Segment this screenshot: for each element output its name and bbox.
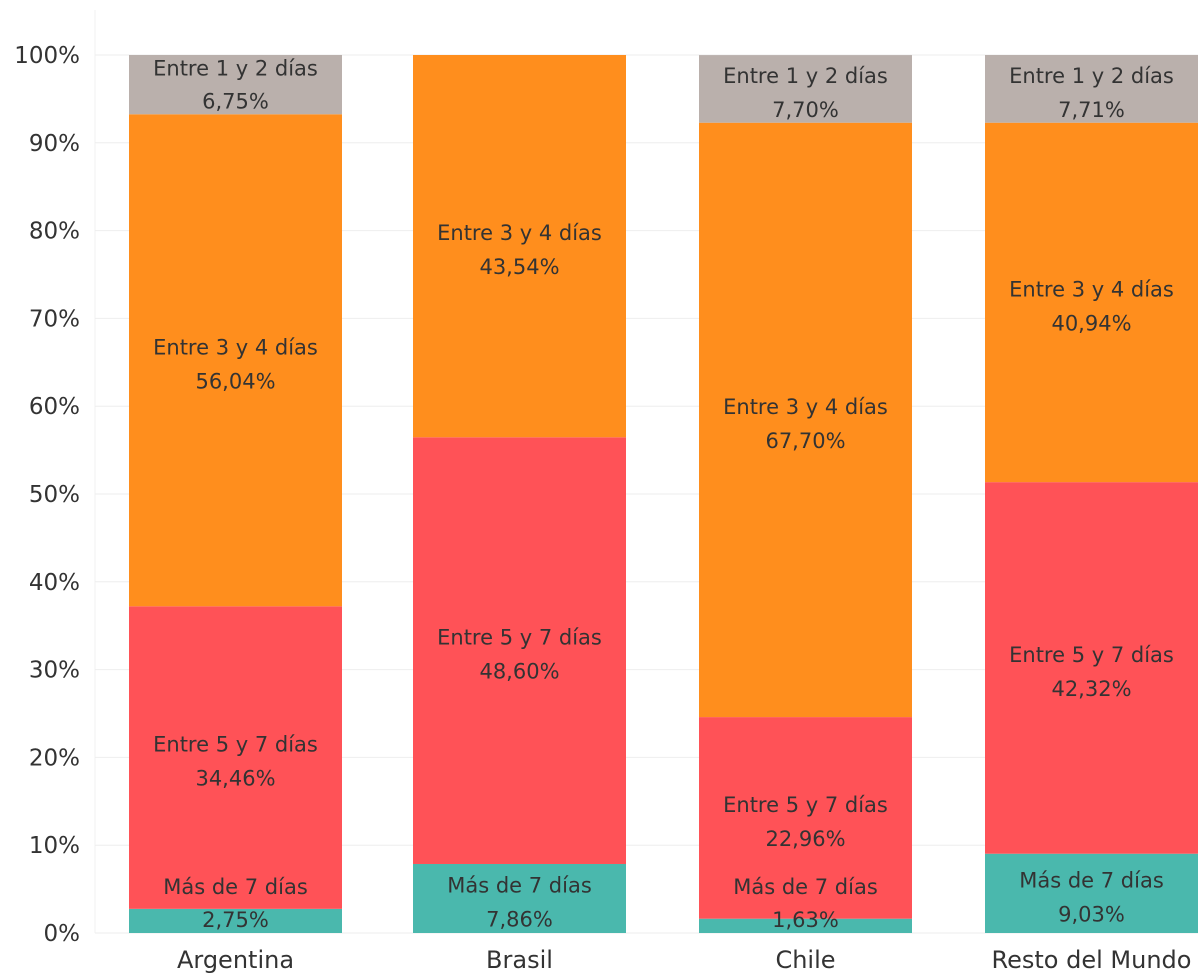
segment-value-label: 6,75% (202, 89, 269, 113)
bar-segment (413, 55, 626, 438)
segment-series-label: Entre 1 y 2 días (153, 56, 318, 80)
bar-segment (985, 482, 1198, 854)
y-tick-label: 80% (29, 219, 80, 245)
segment-value-label: 67,70% (765, 429, 845, 453)
segment-value-label: 43,54% (479, 255, 559, 279)
segment-value-label: 7,70% (772, 98, 839, 122)
segment-series-label: Entre 5 y 7 días (437, 626, 602, 650)
segment-series-label: Entre 5 y 7 días (723, 793, 888, 817)
y-tick-label: 30% (29, 658, 80, 684)
bar-segment (413, 863, 626, 933)
segment-series-label: Entre 1 y 2 días (723, 64, 888, 88)
y-tick-label: 20% (29, 745, 80, 771)
x-category-label: Chile (775, 946, 835, 974)
x-category-label: Argentina (177, 946, 294, 974)
y-tick-label: 50% (29, 482, 80, 508)
segment-value-label: 7,71% (1058, 98, 1125, 122)
segment-series-label: Entre 5 y 7 días (1009, 643, 1174, 667)
bar-segment (129, 114, 342, 607)
segment-value-label: 42,32% (1051, 677, 1131, 701)
y-tick-label: 90% (29, 131, 80, 157)
segment-value-label: 56,04% (195, 369, 275, 393)
segment-series-label: Más de 7 días (733, 875, 878, 899)
bar-segment (985, 55, 1198, 123)
segment-series-label: Entre 5 y 7 días (153, 733, 318, 757)
y-tick-label: 10% (29, 833, 80, 859)
segment-value-label: 7,86% (486, 907, 553, 931)
x-category-label: Resto del Mundo (992, 946, 1192, 974)
segment-series-label: Más de 7 días (447, 873, 592, 897)
segment-value-label: 22,96% (765, 827, 845, 851)
segment-series-label: Entre 3 y 4 días (1009, 277, 1174, 301)
bar-segment (129, 55, 342, 115)
bar-segment (413, 437, 626, 864)
bar-segment (699, 717, 912, 919)
segment-series-label: Más de 7 días (1019, 868, 1164, 892)
segment-value-label: 48,60% (479, 660, 559, 684)
segment-value-label: 40,94% (1051, 311, 1131, 335)
bar-segment (129, 606, 342, 909)
y-tick-label: 40% (29, 570, 80, 596)
bar-segment (699, 918, 912, 933)
bar-segment (699, 122, 912, 718)
segment-series-label: Entre 3 y 4 días (437, 221, 602, 245)
bar-segment (699, 55, 912, 123)
segment-value-label: 9,03% (1058, 902, 1125, 926)
bar-segment (985, 122, 1198, 483)
x-category-label: Brasil (486, 946, 553, 974)
segment-series-label: Más de 7 días (163, 875, 308, 899)
segment-value-label: 2,75% (202, 908, 269, 932)
segment-series-label: Entre 3 y 4 días (723, 395, 888, 419)
y-tick-label: 60% (29, 394, 80, 420)
y-tick-label: 0% (44, 921, 81, 947)
y-tick-label: 70% (29, 306, 80, 332)
bar-segment (129, 908, 342, 933)
segment-value-label: 1,63% (772, 908, 839, 932)
segment-series-label: Entre 3 y 4 días (153, 335, 318, 359)
y-tick-label: 100% (14, 43, 80, 69)
bar-segment (985, 853, 1198, 933)
segment-value-label: 34,46% (195, 767, 275, 791)
segment-series-label: Entre 1 y 2 días (1009, 64, 1174, 88)
